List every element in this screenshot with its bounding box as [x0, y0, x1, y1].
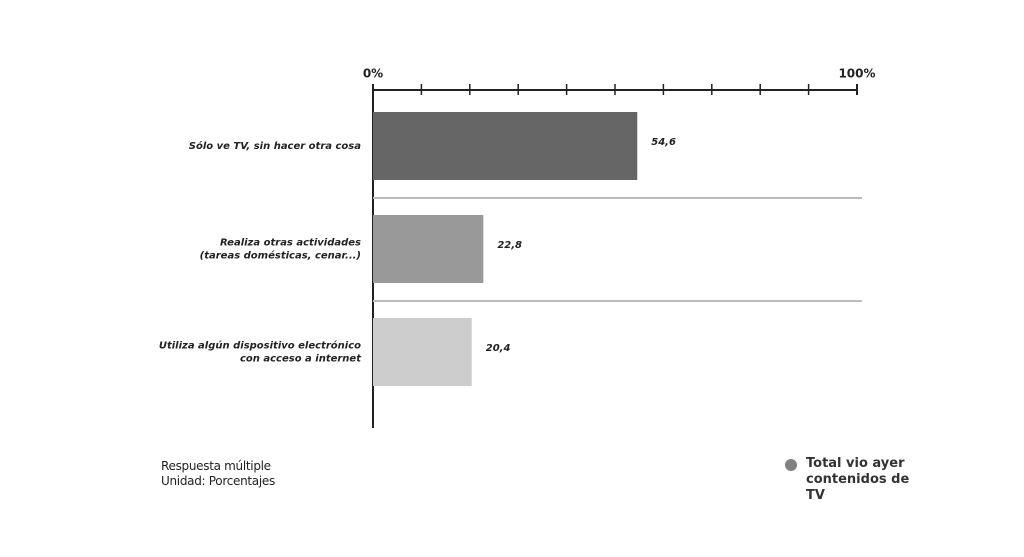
legend: Total vio ayer contenidos de TV [785, 456, 924, 504]
x-tick-label: 0% [363, 67, 383, 81]
bar [373, 318, 472, 386]
x-tick-label: 100% [838, 67, 875, 81]
note: Respuesta múltiple [161, 459, 271, 473]
y-tick-label: (tareas domésticas, cenar...) [200, 250, 361, 262]
data-label: 20,4 [486, 343, 511, 354]
y-tick-label: Realiza otras actividades [220, 238, 361, 249]
data-label: 22,8 [497, 240, 522, 251]
legend-label: Total vio ayer contenidos de TV [806, 456, 910, 503]
y-tick-label: Sólo ve TV, sin hacer otra cosa [189, 140, 361, 152]
bar [373, 215, 484, 283]
legend-marker [785, 459, 797, 471]
y-tick-label: con acceso a internet [240, 354, 362, 365]
y-tick-label: Utiliza algún dispositivo electrónico [159, 340, 361, 352]
data-label: 54,6 [651, 137, 676, 148]
bar [373, 112, 638, 180]
note: Unidad: Porcentajes [161, 474, 275, 488]
